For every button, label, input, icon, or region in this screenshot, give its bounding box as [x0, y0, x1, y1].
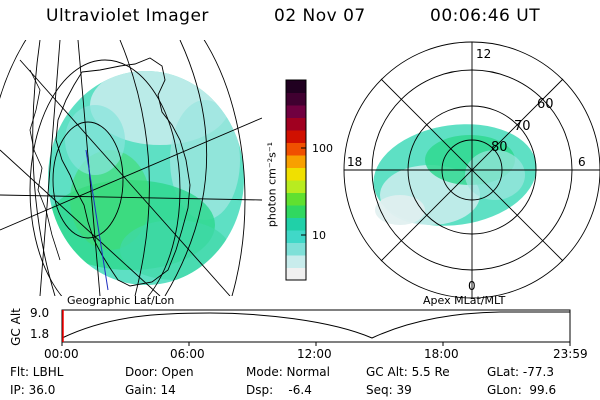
colorbar-segment	[286, 230, 306, 243]
date-label: 02 Nov 07	[274, 6, 366, 26]
colorbar-segment	[286, 192, 306, 206]
timeline-x-2359: 23:59	[553, 347, 588, 361]
colorbar-segment	[286, 105, 306, 118]
colorbar-segment	[286, 205, 306, 218]
timeline-x-1200: 12:00	[297, 347, 332, 361]
mlt-label-6: 6	[578, 155, 586, 169]
timeline-y-min: 1.8	[30, 327, 50, 341]
timeline-x-0000: 00:00	[44, 347, 79, 361]
colorbar-segment	[286, 142, 306, 156]
geographic-label: Geographic Lat/Lon	[67, 294, 175, 307]
seq-info: Seq: 39	[366, 383, 412, 397]
mlt-label-18: 18	[347, 155, 363, 169]
colorbar-segment	[286, 255, 306, 268]
colorbar-tick-100: 100	[312, 142, 333, 155]
colorbar-segment	[286, 180, 306, 193]
colorbar-tick-10: 10	[312, 229, 326, 242]
glon-info: GLon: 99.6	[487, 383, 557, 397]
dsp-info: Dsp: -6.4	[246, 383, 312, 397]
door-info: Door: Open	[125, 365, 194, 379]
mlat-label-60: 60	[537, 97, 554, 112]
apex-label: Apex MLat/MLT	[423, 294, 506, 307]
colorbar-segment	[286, 167, 306, 181]
time-label: 00:06:46 UT	[430, 6, 541, 26]
colorbar-segment	[286, 92, 306, 106]
colorbar-segment	[286, 242, 306, 256]
colorbar-segment	[286, 117, 306, 131]
glat-info: GLat: -77.3	[487, 365, 554, 379]
ip-info: IP: 36.0	[10, 383, 56, 397]
mlt-label-0: 0	[468, 279, 476, 293]
colorbar-segment	[286, 130, 306, 143]
timeline-x-1800: 18:00	[424, 347, 459, 361]
timeline-axis-label: GC Alt	[9, 308, 23, 346]
mode-info: Mode: Normal	[246, 365, 330, 379]
mlat-label-70: 70	[514, 119, 531, 134]
colorbar-segment	[286, 80, 306, 93]
instrument-title: Ultraviolet Imager	[46, 6, 209, 26]
mlat-label-80: 80	[491, 140, 508, 155]
coastline	[55, 57, 191, 287]
timeline-y-max: 9.0	[30, 306, 50, 320]
colorbar-segment	[286, 155, 306, 168]
gain-info: Gain: 14	[125, 383, 176, 397]
colorbar-segment	[286, 217, 306, 231]
colorbar-segment	[286, 267, 306, 281]
gc-alt-info: GC Alt: 5.5 Re	[366, 365, 450, 379]
timeline-x-0600: 06:00	[170, 347, 205, 361]
filter-info: Flt: LBHL	[10, 365, 64, 379]
mlt-label-12: 12	[476, 47, 492, 61]
